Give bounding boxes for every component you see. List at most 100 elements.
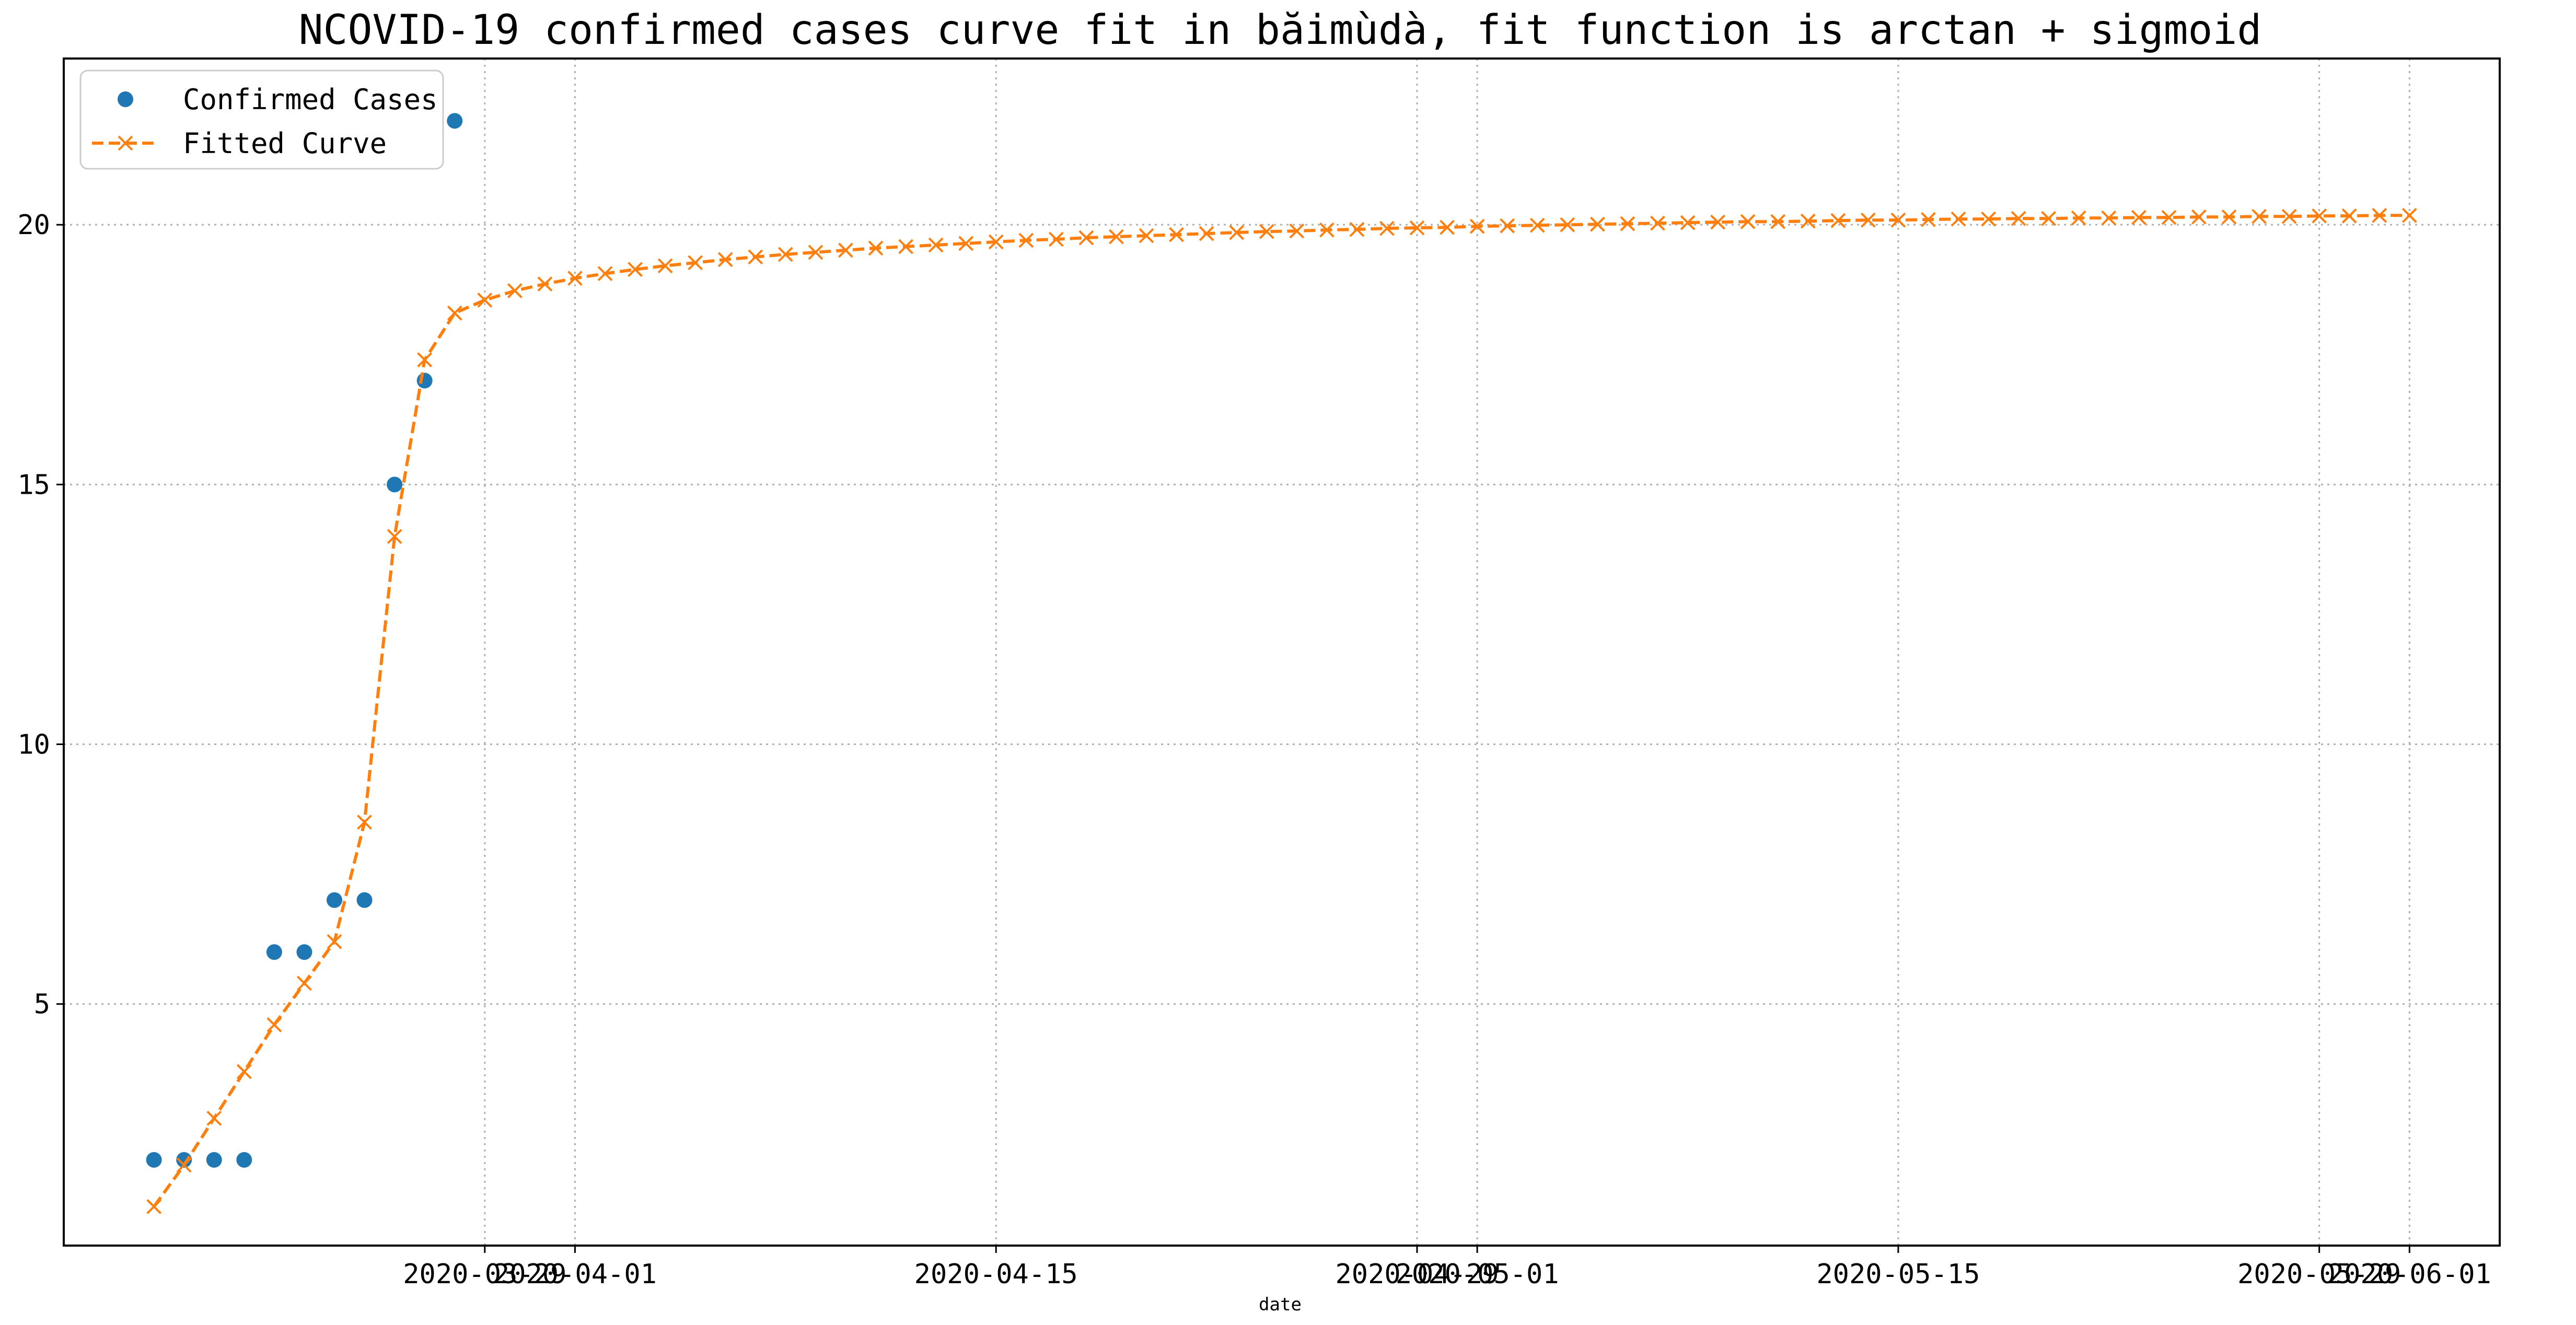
fitted-curve-point: [357, 815, 372, 830]
x-marker-stroke: [1770, 214, 1786, 229]
fitted-curve-point: [206, 1110, 222, 1126]
x-marker-stroke: [1349, 222, 1365, 237]
x-marker-stroke: [2281, 208, 2297, 224]
grid: [64, 59, 2500, 1246]
fitted-curve-point: [2161, 210, 2177, 225]
fitted-curve-point: [387, 529, 402, 544]
fitted-curve-point: [567, 271, 583, 286]
fitted-curve-point: [748, 249, 763, 265]
x-marker-stroke: [2312, 208, 2327, 224]
y-tick-label: 20: [17, 210, 50, 241]
fitted-curve-point: [597, 266, 613, 282]
x-marker-stroke: [808, 245, 823, 260]
x-marker-stroke: [1018, 233, 1034, 248]
x-marker-stroke: [1379, 220, 1395, 236]
fitted-curve-point: [898, 239, 913, 254]
x-marker-stroke: [1319, 222, 1335, 238]
fitted-curve-point: [1409, 220, 1425, 236]
x-marker-stroke: [2131, 210, 2146, 225]
x-marker-stroke: [1169, 227, 1184, 242]
fitted-curve-point: [1259, 224, 1274, 239]
fitted-curve-point: [447, 305, 462, 321]
x-marker-stroke: [1890, 212, 1906, 228]
x-marker-stroke: [778, 247, 793, 262]
x-marker-stroke: [1560, 217, 1575, 233]
fitted-curve-point: [1560, 217, 1575, 233]
fitted-curve-point: [1800, 213, 1816, 229]
x-marker-stroke: [387, 529, 402, 544]
fitted-curve-point: [2101, 210, 2117, 226]
x-tick-label: 2020-05-29: [2237, 1259, 2401, 1290]
fitted-curve-point: [717, 252, 733, 268]
x-marker-stroke: [2191, 209, 2207, 225]
fitted-curve-point: [1018, 233, 1034, 248]
legend-label: Fitted Curve: [183, 127, 387, 160]
x-marker-stroke: [928, 237, 944, 253]
fitted-curve-point: [688, 255, 703, 271]
x-marker-stroke: [417, 352, 433, 368]
fitted-curve-point: [1078, 230, 1094, 246]
x-marker-stroke: [477, 292, 493, 308]
fitted-curve-point: [1830, 213, 1846, 228]
x-marker-stroke: [628, 262, 643, 277]
x-marker-stroke: [1289, 223, 1305, 239]
fitted-curve-point: [1860, 212, 1876, 228]
x-marker-stroke: [2011, 211, 2026, 226]
x-marker-stroke: [2101, 210, 2117, 226]
fitted-curve-point: [1440, 219, 1455, 235]
x-tick-label: 2020-05-01: [1396, 1259, 1559, 1290]
x-marker-stroke: [236, 1064, 252, 1079]
x-marker-stroke: [266, 1017, 282, 1032]
x-marker-stroke: [1860, 212, 1876, 228]
x-marker-stroke: [1951, 211, 1966, 227]
fitted-curve-point: [1589, 216, 1605, 232]
fitted-curve-point: [2312, 208, 2327, 224]
fitted-curve-point: [327, 934, 342, 949]
fitted-curve-point: [537, 276, 553, 292]
x-marker-stroke: [327, 934, 342, 949]
fitted-curve-point: [928, 237, 944, 253]
fitted-curve-point: [1529, 217, 1545, 233]
x-marker-stroke: [2372, 207, 2387, 223]
fitted-curve-point: [2011, 211, 2026, 226]
x-marker-stroke: [1469, 218, 1485, 234]
x-marker-stroke: [537, 276, 553, 292]
x-marker-stroke: [988, 234, 1004, 250]
x-marker-stroke: [717, 252, 733, 268]
fitted-curve-point: [1289, 223, 1305, 239]
x-marker-stroke: [1800, 213, 1816, 229]
x-tick-label: 2020-05-15: [1816, 1259, 1980, 1290]
x-marker-stroke: [2221, 209, 2237, 225]
x-marker-stroke: [688, 255, 703, 271]
x-tick-label: 2020-04-15: [914, 1259, 1078, 1290]
confirmed-case-point: [206, 1152, 222, 1168]
fitted-curve-point: [628, 262, 643, 277]
x-marker-stroke: [868, 240, 884, 256]
fitted-curve-point: [1500, 218, 1515, 234]
x-marker-stroke: [176, 1157, 192, 1173]
x-marker-stroke: [1078, 230, 1094, 246]
fitted-curve-point: [1109, 229, 1124, 245]
x-marker-stroke: [447, 305, 462, 321]
fitted-curve-point: [266, 1017, 282, 1032]
x-marker-stroke: [1109, 229, 1124, 245]
x-marker-stroke: [1620, 216, 1635, 231]
x-marker-stroke: [1199, 226, 1214, 241]
x-marker-stroke: [1440, 219, 1455, 235]
fitted-curve-point: [1740, 214, 1756, 229]
fitted-curve-point: [1890, 212, 1906, 228]
y-tick-label: 15: [17, 469, 50, 501]
confirmed-case-point: [296, 944, 312, 960]
confirmed-case-point: [327, 892, 342, 908]
fitted-curve-point: [507, 283, 523, 298]
confirmed-case-point: [387, 476, 403, 493]
x-marker-stroke: [2341, 208, 2357, 224]
fitted-curve-point: [1710, 214, 1725, 230]
fitted-curve-point: [1770, 214, 1786, 229]
x-marker-stroke: [838, 242, 853, 258]
fitted-curve-point: [1319, 222, 1335, 238]
x-marker-stroke: [507, 283, 523, 298]
fitted-curve-point: [1921, 212, 1936, 227]
x-marker-stroke: [1048, 231, 1064, 247]
x-marker-stroke: [958, 236, 974, 251]
